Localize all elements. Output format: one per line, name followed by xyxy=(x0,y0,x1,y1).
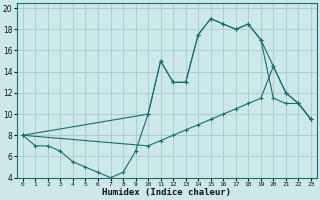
X-axis label: Humidex (Indice chaleur): Humidex (Indice chaleur) xyxy=(102,188,231,197)
